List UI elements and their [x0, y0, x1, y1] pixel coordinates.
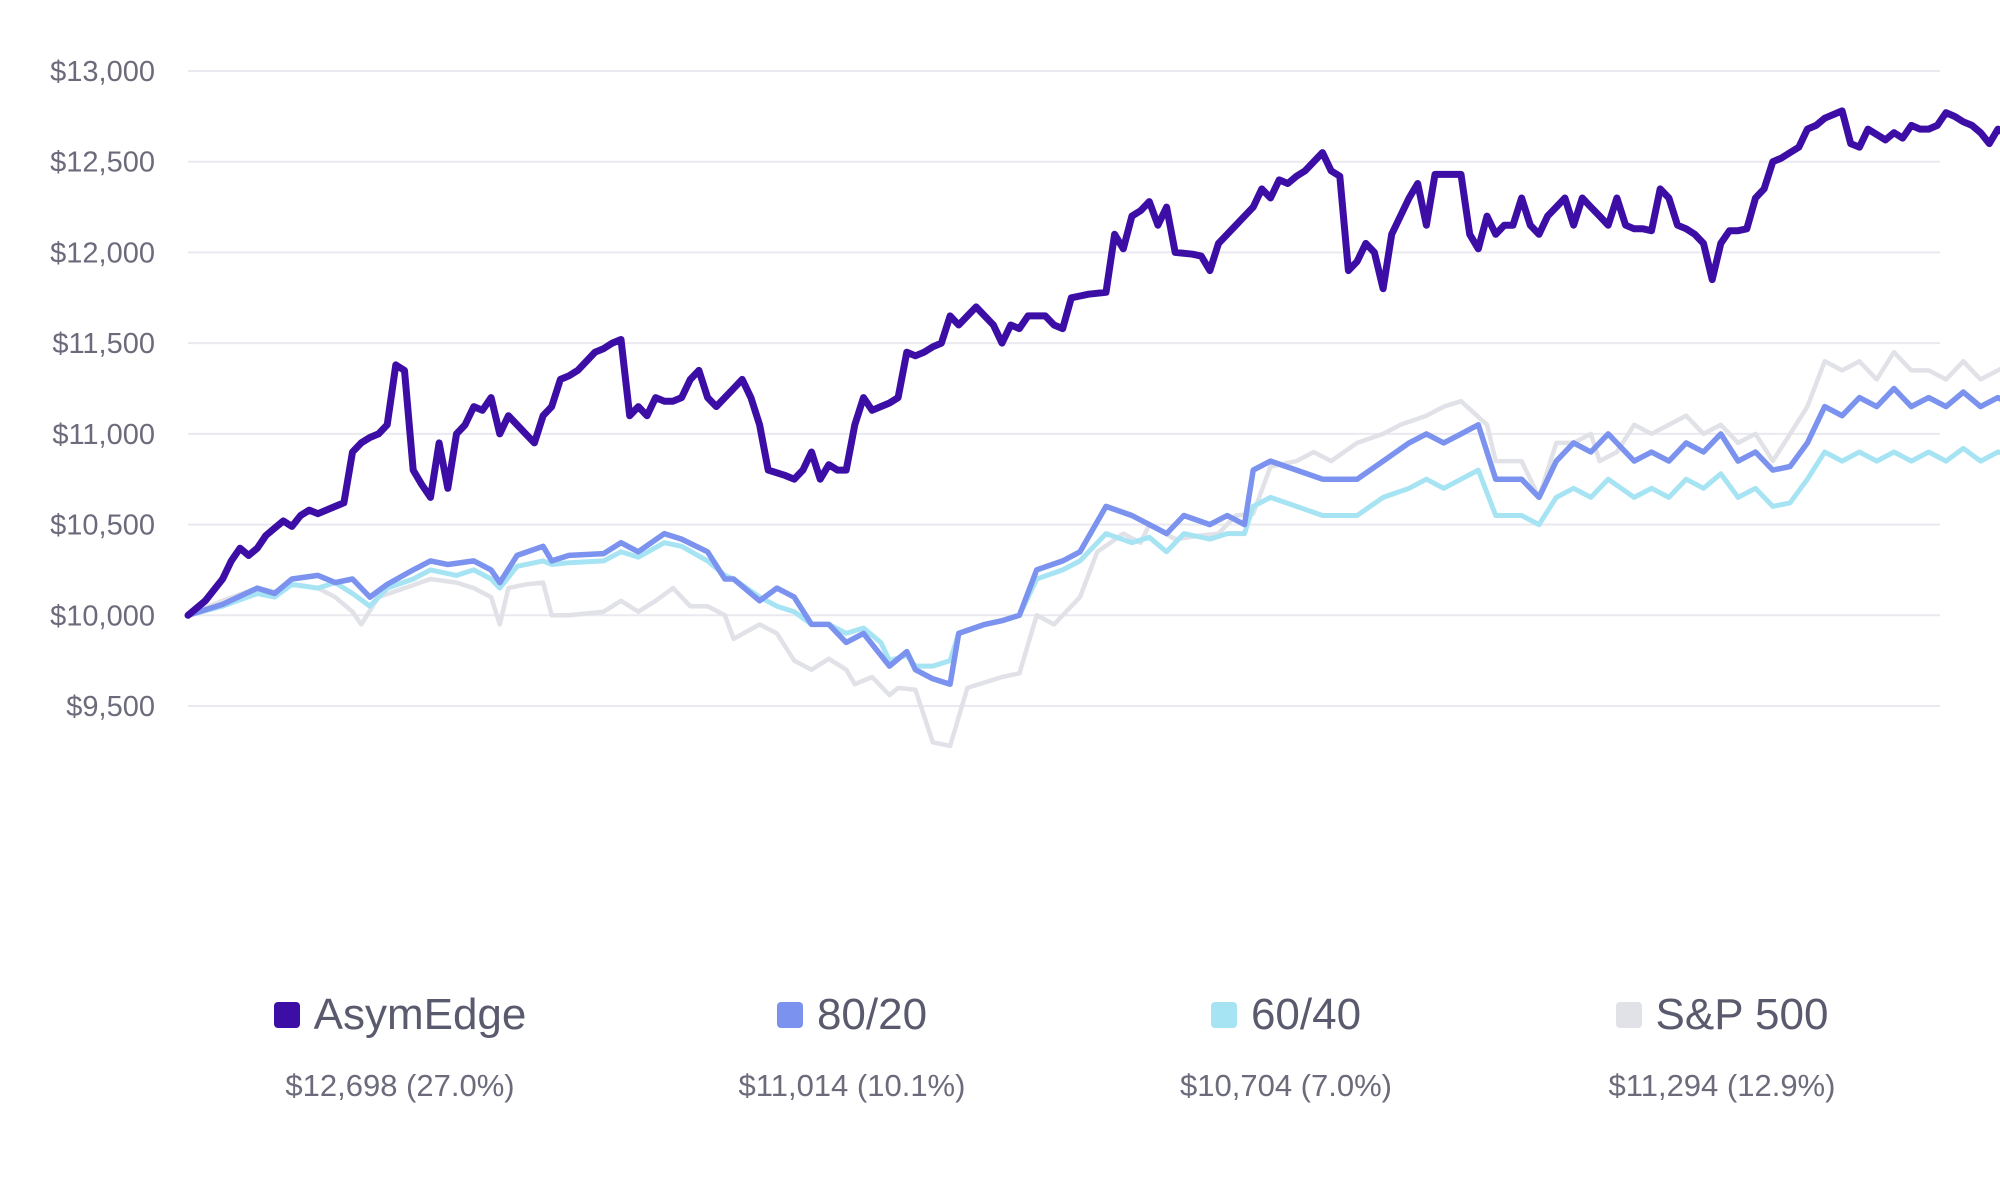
legend-value-asymedge: $12,698 (27.0%): [285, 1068, 515, 1103]
legend-item-asymedge[interactable]: AsymEdge $12,698 (27.0%): [170, 990, 630, 1104]
legend: AsymEdge $12,698 (27.0%) 80/20 $11,014 (…: [0, 990, 2000, 1140]
legend-swatch-60-40: [1210, 1002, 1237, 1028]
y-tick-label: $13,000: [50, 56, 155, 88]
series-lines: [184, 107, 2000, 749]
legend-value-sp500: $11,294 (12.9%): [1608, 1068, 1836, 1103]
y-tick-label: $10,000: [50, 600, 155, 632]
legend-swatch-asymedge: [273, 1002, 300, 1028]
performance-line-chart: $9,500 $10,000 $10,500 $11,000 $11,500 $12,00…: [50, 56, 2000, 749]
legend-label-80-20: 80/20: [816, 990, 928, 1039]
y-tick-label: $12,500: [50, 147, 155, 179]
legend-swatch-80-20: [776, 1002, 803, 1028]
y-tick-label: $9,500: [66, 691, 155, 723]
series-line-60-40: [185, 445, 2000, 669]
y-tick-label: $11,500: [52, 328, 155, 360]
legend-item-sp500[interactable]: S&P 500 $11,294 (12.9%): [1492, 990, 1952, 1104]
y-axis-tick-labels: $9,500 $10,000 $10,500 $11,000 $11,500 $12,00…: [50, 56, 155, 723]
series-line-80-20: [185, 385, 2000, 687]
legend-value-60-40: $10,704 (7.0%): [1180, 1068, 1392, 1103]
series-line-asymedge: [184, 107, 2000, 619]
legend-label-asymedge: AsymEdge: [313, 990, 527, 1039]
legend-item-60-40[interactable]: 60/40 $10,704 (7.0%): [1056, 990, 1516, 1104]
legend-label-sp500: S&P 500: [1655, 990, 1829, 1039]
legend-value-80-20: $11,014 (10.1%): [738, 1068, 966, 1103]
y-tick-label: $10,500: [50, 510, 155, 542]
series-line-s-p-500: [185, 349, 2000, 749]
legend-label-60-40: 60/40: [1250, 990, 1362, 1039]
legend-item-80-20[interactable]: 80/20 $11,014 (10.1%): [622, 990, 1082, 1104]
y-tick-label: $12,000: [50, 237, 155, 269]
y-gridlines: [188, 70, 1940, 707]
legend-swatch-sp500: [1615, 1002, 1642, 1028]
y-tick-label: $11,000: [52, 419, 155, 451]
